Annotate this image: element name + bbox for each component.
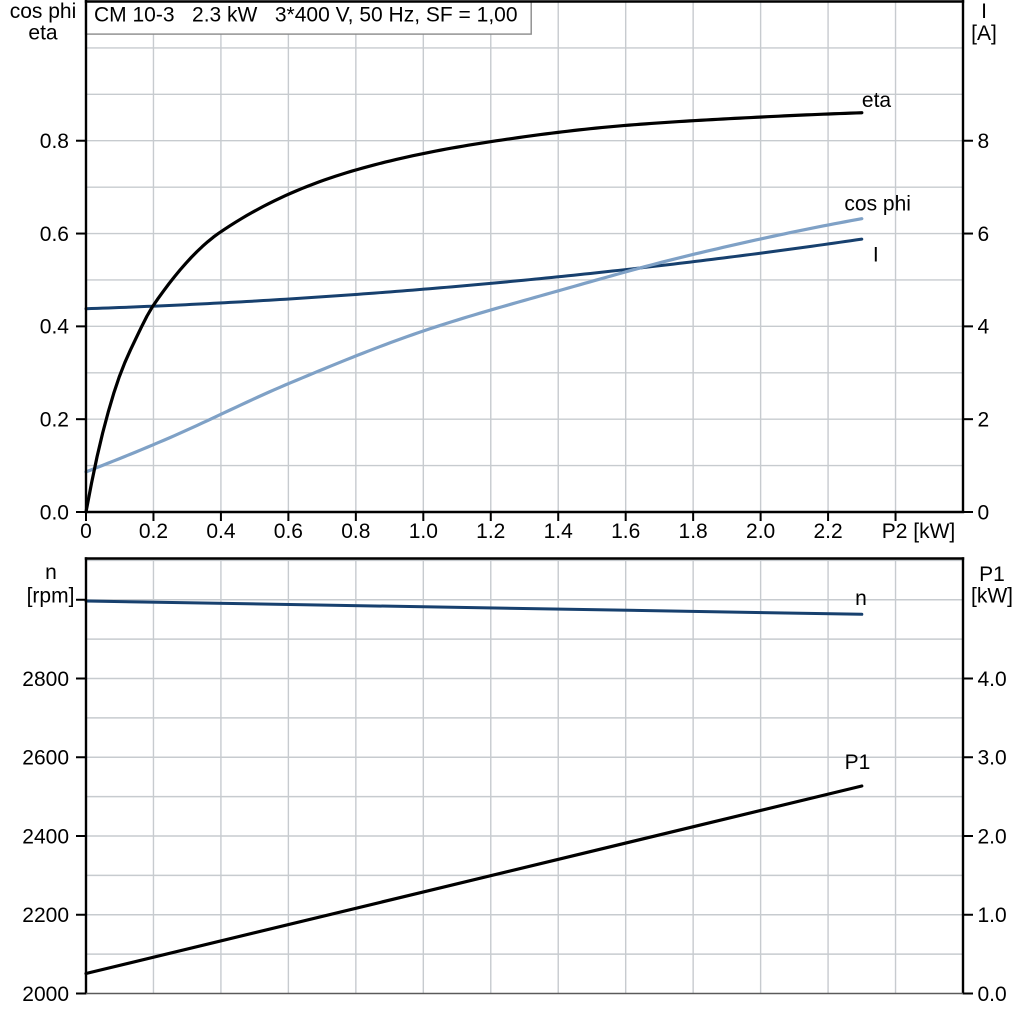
- svg-text:2400: 2400: [22, 825, 69, 848]
- svg-text:1.0: 1.0: [978, 904, 1007, 927]
- svg-text:4.0: 4.0: [978, 668, 1007, 691]
- svg-text:0.4: 0.4: [206, 520, 236, 543]
- svg-text:2: 2: [978, 408, 990, 431]
- svg-text:0.6: 0.6: [40, 223, 69, 246]
- svg-text:n: n: [45, 561, 57, 584]
- svg-text:CM 10-3 2.3 kW 3*400 V, 50: CM 10-3 2.3 kW 3*400 V, 50 Hz, SF = 1,00: [94, 3, 518, 26]
- svg-text:0: 0: [80, 520, 92, 543]
- svg-text:0.8: 0.8: [341, 520, 370, 543]
- svg-text:2000: 2000: [22, 983, 69, 1006]
- svg-text:0.6: 0.6: [274, 520, 303, 543]
- svg-text:0: 0: [978, 501, 990, 524]
- svg-text:4: 4: [978, 316, 990, 339]
- svg-text:eta: eta: [28, 22, 58, 45]
- svg-text:0.0: 0.0: [978, 983, 1007, 1006]
- svg-text:[A]: [A]: [971, 22, 997, 45]
- svg-text:n: n: [855, 587, 867, 610]
- svg-text:cos phi: cos phi: [10, 0, 77, 23]
- svg-text:[kW]: [kW]: [971, 585, 1013, 608]
- svg-text:0.4: 0.4: [40, 316, 70, 339]
- svg-text:0.2: 0.2: [40, 408, 69, 431]
- svg-text:2600: 2600: [22, 747, 69, 770]
- svg-text:eta: eta: [862, 89, 892, 112]
- svg-text:P1: P1: [845, 751, 871, 774]
- svg-text:1.2: 1.2: [476, 520, 505, 543]
- svg-text:2800: 2800: [22, 668, 69, 691]
- svg-text:1.0: 1.0: [409, 520, 438, 543]
- svg-text:3.0: 3.0: [978, 747, 1007, 770]
- svg-text:0.0: 0.0: [40, 501, 69, 524]
- svg-text:1.4: 1.4: [544, 520, 574, 543]
- svg-text:cos phi: cos phi: [844, 193, 911, 216]
- svg-text:6: 6: [978, 223, 990, 246]
- svg-text:I: I: [981, 0, 987, 23]
- svg-text:I: I: [873, 244, 879, 267]
- svg-text:2.0: 2.0: [746, 520, 775, 543]
- svg-text:[rpm]: [rpm]: [27, 585, 75, 608]
- svg-text:2200: 2200: [22, 904, 69, 927]
- svg-text:P2 [kW]: P2 [kW]: [882, 520, 956, 543]
- svg-text:0.2: 0.2: [139, 520, 168, 543]
- svg-text:P1: P1: [979, 563, 1005, 586]
- svg-text:1.8: 1.8: [679, 520, 708, 543]
- svg-text:2.2: 2.2: [813, 520, 842, 543]
- svg-text:0.8: 0.8: [40, 130, 69, 153]
- svg-text:2.0: 2.0: [978, 825, 1007, 848]
- svg-text:8: 8: [978, 130, 990, 153]
- svg-text:1.6: 1.6: [611, 520, 640, 543]
